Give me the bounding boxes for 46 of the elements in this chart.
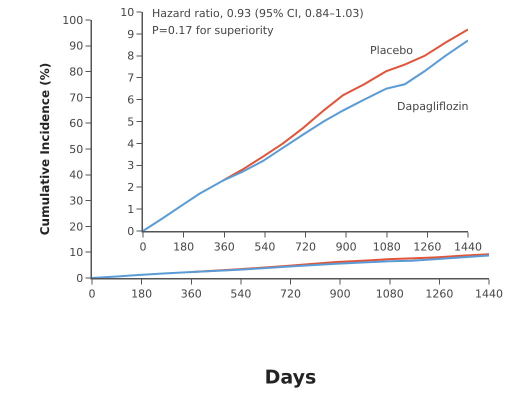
x-tick-label: 540: [230, 288, 252, 301]
y-tick-label: 7: [127, 72, 134, 85]
y-tick-label: 20: [69, 220, 84, 234]
x-tick-label: 720: [295, 240, 316, 254]
y-tick-label: 5: [127, 115, 134, 128]
y-tick-label: 10: [69, 246, 84, 260]
x-tick-label: 0: [140, 240, 146, 254]
annotation: P=0.17 for superiority: [152, 24, 274, 37]
y-axis-title: Cumulative Incidence (%): [38, 62, 52, 236]
y-tick-label: 40: [69, 168, 84, 182]
x-tick-label: 1440: [475, 288, 503, 301]
y-tick-label: 90: [69, 40, 84, 53]
y-tick-label: 4: [127, 137, 134, 150]
y-tick-label: 3: [127, 159, 134, 172]
x-tick-label: 540: [254, 240, 276, 254]
y-tick-label: 0: [127, 224, 134, 238]
y-tick-label: 10: [120, 6, 134, 19]
y-tick-label: 2: [127, 181, 134, 194]
x-tick-label: 1080: [376, 288, 404, 301]
x-tick-label: 1260: [425, 288, 454, 301]
y-tick-label: 9: [127, 28, 134, 41]
y-tick-label: 6: [127, 93, 134, 106]
x-tick-label: 180: [173, 240, 194, 254]
y-tick-label: 1: [127, 202, 134, 216]
x-tick-label: 1440: [454, 240, 482, 254]
x-tick-label: 1080: [372, 240, 401, 254]
annotation: Hazard ratio, 0.93 (95% CI, 0.84–1.03): [152, 7, 364, 20]
x-tick-label: 0: [88, 288, 96, 301]
series-label: Dapagliflozin: [397, 100, 469, 113]
y-tick-label: 50: [69, 142, 84, 156]
x-tick-label: 1260: [413, 240, 442, 254]
y-tick-label: 60: [69, 117, 84, 130]
y-tick-label: 100: [62, 14, 84, 27]
y-tick-label: 8: [127, 50, 134, 63]
x-axis-title: Days: [264, 366, 316, 388]
series-label: Placebo: [370, 44, 414, 57]
x-tick-label: 720: [280, 288, 301, 301]
y-tick-label: 30: [69, 194, 84, 208]
x-tick-label: 180: [131, 288, 152, 301]
y-tick-label: 0: [76, 272, 84, 285]
x-tick-label: 900: [336, 240, 357, 254]
x-tick-label: 900: [330, 288, 351, 301]
y-tick-label: 80: [69, 65, 84, 78]
x-tick-label: 360: [214, 240, 235, 254]
y-tick-label: 70: [69, 91, 84, 104]
x-tick-label: 360: [180, 288, 202, 301]
